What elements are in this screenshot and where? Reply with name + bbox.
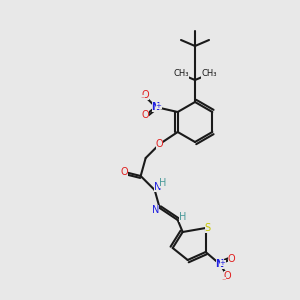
Text: N: N: [216, 259, 224, 269]
Text: H: H: [179, 212, 186, 222]
Text: O: O: [142, 90, 149, 100]
Text: S: S: [205, 223, 211, 233]
Text: CH₃: CH₃: [173, 70, 189, 79]
Text: +: +: [156, 103, 162, 109]
Text: O: O: [224, 271, 232, 281]
Text: ⁻: ⁻: [221, 277, 226, 286]
Text: H: H: [159, 178, 166, 188]
Text: CH₃: CH₃: [201, 70, 217, 79]
Text: O: O: [228, 254, 236, 264]
Text: ⁻: ⁻: [140, 94, 145, 103]
Text: N: N: [154, 182, 161, 192]
Text: +: +: [220, 260, 226, 266]
Text: N: N: [152, 205, 159, 215]
Text: O: O: [142, 110, 149, 120]
Text: O: O: [156, 139, 164, 149]
Text: N: N: [152, 102, 160, 112]
Text: O: O: [121, 167, 128, 177]
